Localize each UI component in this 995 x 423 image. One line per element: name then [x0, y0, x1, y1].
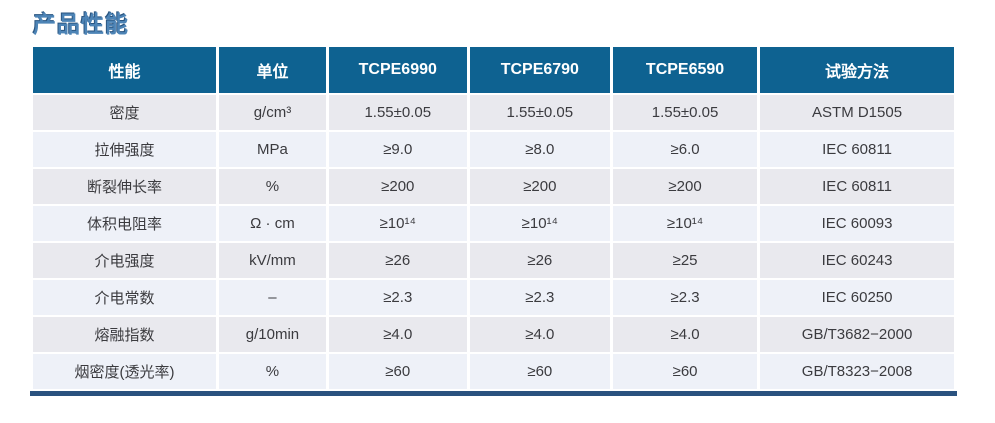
cell-tcpe6590: ≥10¹⁴	[613, 206, 758, 241]
cell-tcpe6990: ≥200	[328, 169, 467, 204]
cell-unit: g/10min	[219, 317, 326, 352]
cell-unit: MPa	[219, 132, 326, 167]
table-row-melt-index: 熔融指数 g/10min ≥4.0 ≥4.0 ≥4.0 GB/T3682−200…	[33, 317, 954, 352]
table-header-row: 性能 单位 TCPE6990 TCPE6790 TCPE6590 试验方法	[33, 47, 954, 93]
cell-property: 断裂伸长率	[33, 169, 216, 204]
cell-property: 介电常数	[33, 280, 216, 315]
cell-unit: g/cm³	[219, 95, 326, 130]
cell-tcpe6990: ≥60	[328, 354, 467, 389]
cell-tcpe6590: ≥2.3	[613, 280, 758, 315]
header-cell-test-method: 试验方法	[760, 47, 954, 93]
cell-property: 体积电阻率	[33, 206, 216, 241]
cell-tcpe6790: 1.55±0.05	[469, 95, 611, 130]
cell-unit: kV/mm	[219, 243, 326, 278]
table-row-elongation: 断裂伸长率 % ≥200 ≥200 ≥200 IEC 60811	[33, 169, 954, 204]
cell-test-method: GB/T8323−2008	[760, 354, 954, 389]
page-title: 产品性能	[33, 11, 129, 37]
cell-test-method: IEC 60811	[760, 132, 954, 167]
table-row-tensile-strength: 拉伸强度 MPa ≥9.0 ≥8.0 ≥6.0 IEC 60811	[33, 132, 954, 167]
cell-tcpe6990: ≥26	[328, 243, 467, 278]
cell-property: 介电强度	[33, 243, 216, 278]
cell-test-method: IEC 60811	[760, 169, 954, 204]
header-cell-tcpe6590: TCPE6590	[613, 47, 758, 93]
cell-tcpe6790: ≥200	[469, 169, 611, 204]
cell-tcpe6590: ≥60	[613, 354, 758, 389]
cell-tcpe6790: ≥4.0	[469, 317, 611, 352]
cell-tcpe6790: ≥10¹⁴	[469, 206, 611, 241]
cell-tcpe6790: ≥2.3	[469, 280, 611, 315]
cell-unit: %	[219, 169, 326, 204]
table-row-volume-resistivity: 体积电阻率 Ω · cm ≥10¹⁴ ≥10¹⁴ ≥10¹⁴ IEC 60093	[33, 206, 954, 241]
cell-unit: %	[219, 354, 326, 389]
cell-test-method: IEC 60243	[760, 243, 954, 278]
cell-unit: –	[219, 280, 326, 315]
table-row-density: 密度 g/cm³ 1.55±0.05 1.55±0.05 1.55±0.05 A…	[33, 95, 954, 130]
header-cell-tcpe6990: TCPE6990	[328, 47, 467, 93]
cell-tcpe6590: 1.55±0.05	[613, 95, 758, 130]
header-cell-tcpe6790: TCPE6790	[469, 47, 611, 93]
cell-test-method: IEC 60093	[760, 206, 954, 241]
header-cell-unit: 单位	[219, 47, 326, 93]
cell-property: 密度	[33, 95, 216, 130]
cell-property: 拉伸强度	[33, 132, 216, 167]
cell-tcpe6990: ≥9.0	[328, 132, 467, 167]
cell-test-method: IEC 60250	[760, 280, 954, 315]
header-cell-property: 性能	[33, 47, 216, 93]
cell-tcpe6790: ≥60	[469, 354, 611, 389]
cell-tcpe6590: ≥6.0	[613, 132, 758, 167]
performance-table: 性能 单位 TCPE6990 TCPE6790 TCPE6590 试验方法 密度…	[30, 45, 957, 391]
cell-tcpe6590: ≥200	[613, 169, 758, 204]
cell-tcpe6990: ≥2.3	[328, 280, 467, 315]
cell-tcpe6990: ≥10¹⁴	[328, 206, 467, 241]
cell-tcpe6990: ≥4.0	[328, 317, 467, 352]
cell-unit: Ω · cm	[219, 206, 326, 241]
table-row-dielectric-strength: 介电强度 kV/mm ≥26 ≥26 ≥25 IEC 60243	[33, 243, 954, 278]
cell-tcpe6990: 1.55±0.05	[328, 95, 467, 130]
table-row-smoke-density: 烟密度(透光率) % ≥60 ≥60 ≥60 GB/T8323−2008	[33, 354, 954, 389]
cell-tcpe6590: ≥4.0	[613, 317, 758, 352]
cell-test-method: ASTM D1505	[760, 95, 954, 130]
cell-property: 烟密度(透光率)	[33, 354, 216, 389]
table-row-dielectric-constant: 介电常数 – ≥2.3 ≥2.3 ≥2.3 IEC 60250	[33, 280, 954, 315]
cell-tcpe6790: ≥26	[469, 243, 611, 278]
cell-test-method: GB/T3682−2000	[760, 317, 954, 352]
cell-tcpe6790: ≥8.0	[469, 132, 611, 167]
performance-table-wrapper: 性能 单位 TCPE6990 TCPE6790 TCPE6590 试验方法 密度…	[30, 45, 957, 396]
cell-tcpe6590: ≥25	[613, 243, 758, 278]
cell-property: 熔融指数	[33, 317, 216, 352]
